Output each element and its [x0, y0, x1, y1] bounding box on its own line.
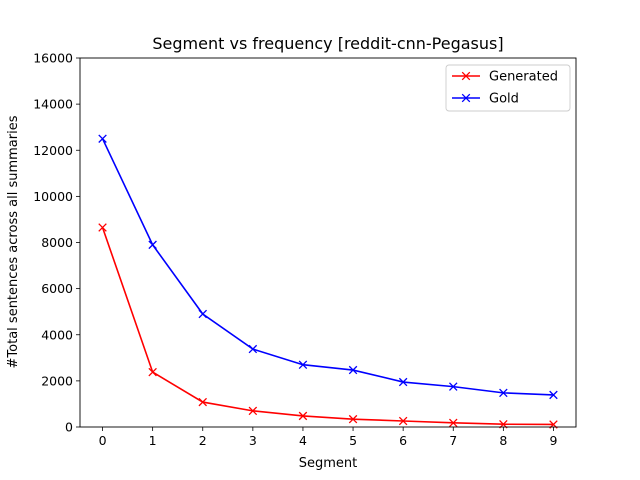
data-point: [298, 360, 308, 369]
x-tick-label: 4: [299, 433, 307, 448]
plot-area: 0 1 2 3 4 5 6 7 8 9 0 2000 4000 6000 8000 10000 12000 140…: [33, 51, 577, 448]
y-tick-label: 10000: [33, 189, 73, 204]
data-point: [148, 367, 157, 377]
y-tick-label: 6000: [41, 281, 73, 296]
chart-title: Segment vs frequency [reddit-cnn-Pegasus…: [152, 34, 503, 53]
y-tick-label: 2000: [41, 373, 73, 388]
data-point: [549, 390, 558, 400]
x-tick-label: 8: [499, 433, 507, 448]
legend-marker: [461, 93, 471, 103]
x-tick-label: 2: [199, 433, 207, 448]
y-tick-label: 4000: [41, 327, 73, 342]
data-point: [448, 418, 458, 428]
legend-entry: Generated: [489, 70, 558, 85]
x-tick-label: 9: [549, 433, 557, 448]
data-point: [198, 397, 208, 407]
data-point: [348, 365, 358, 375]
y-tick-label: 16000: [33, 51, 73, 66]
y-tick-label: 14000: [33, 97, 73, 112]
data-point: [398, 416, 408, 426]
plot-frame: [79, 57, 577, 428]
legend: Generated Gold: [445, 64, 571, 112]
y-tick-label: 8000: [41, 235, 73, 250]
x-tick-label: 6: [399, 433, 407, 448]
data-point: [98, 134, 107, 143]
data-point: [499, 388, 508, 398]
data-point: [248, 406, 258, 416]
data-point: [348, 414, 358, 424]
data-point: [398, 377, 408, 387]
series-line-generated: [101, 227, 554, 426]
y-tick-label: 0: [65, 420, 73, 435]
legend-marker: [461, 71, 471, 81]
series-line-gold: [101, 138, 554, 396]
x-axis-label: Segment: [299, 456, 358, 471]
data-point: [298, 411, 308, 421]
y-axis-label: #Total sentences across all summaries: [6, 115, 21, 368]
x-tick-label: 3: [249, 433, 257, 448]
legend-entry: Gold: [489, 92, 519, 107]
y-tick-label: 12000: [33, 143, 73, 158]
data-point: [198, 309, 208, 319]
data-point: [448, 382, 458, 391]
x-tick-label: 5: [349, 433, 357, 448]
x-tick-label: 7: [449, 433, 457, 448]
data-point: [148, 240, 157, 250]
data-point: [248, 344, 258, 354]
x-tick-label: 1: [149, 433, 157, 448]
x-tick-label: 0: [99, 433, 107, 448]
data-point: [98, 223, 107, 232]
